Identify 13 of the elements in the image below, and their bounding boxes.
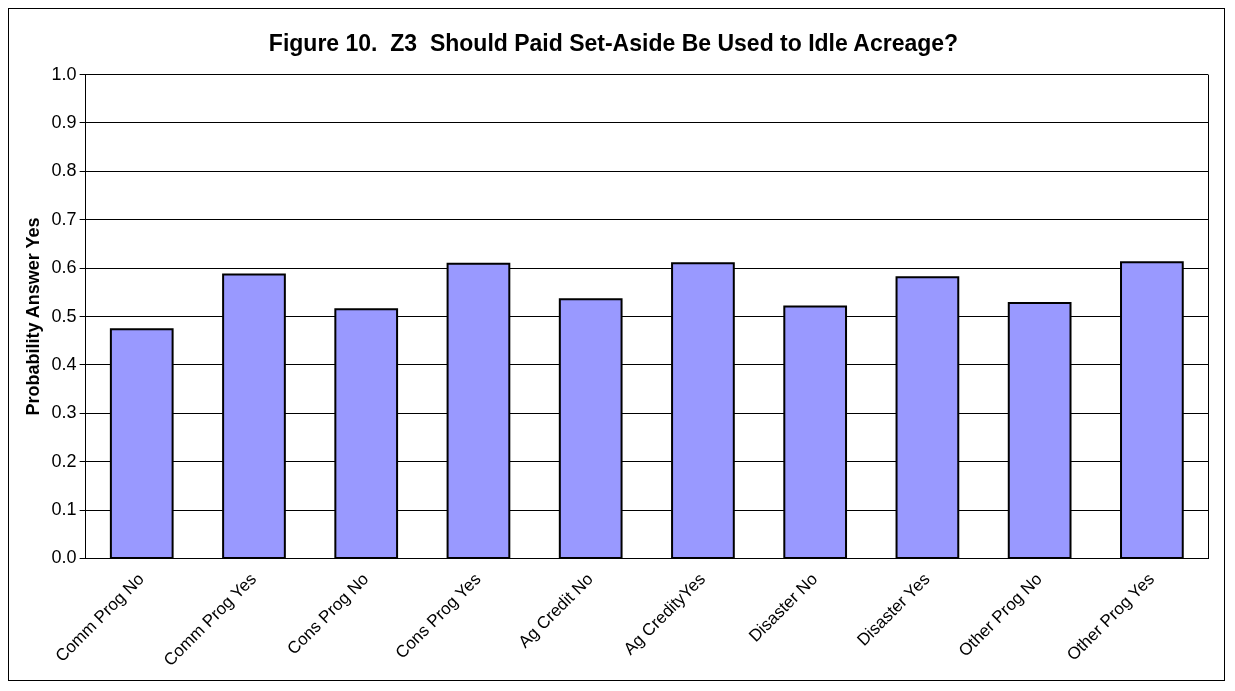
y-tick-label: 0.0 [51,547,77,568]
chart-title: Figure 10. Z3 Should Paid Set-Aside Be Used to Idle Acreage? [268,30,959,57]
y-tick-label: 0.3 [51,402,77,423]
y-tick-label: 0.4 [51,353,77,374]
y-axis-title: Probability Answer Yes [22,217,43,416]
y-tick-label: 1.0 [51,63,77,84]
y-tick-label: 0.6 [51,257,77,278]
y-tick-label: 0.2 [51,450,77,471]
y-tick-label: 0.7 [51,208,77,229]
y-tick-label: 0.5 [51,305,77,326]
y-tick-label: 0.9 [51,111,77,132]
y-tick-label: 0.8 [51,160,77,181]
y-tick-label: 0.1 [51,499,77,520]
